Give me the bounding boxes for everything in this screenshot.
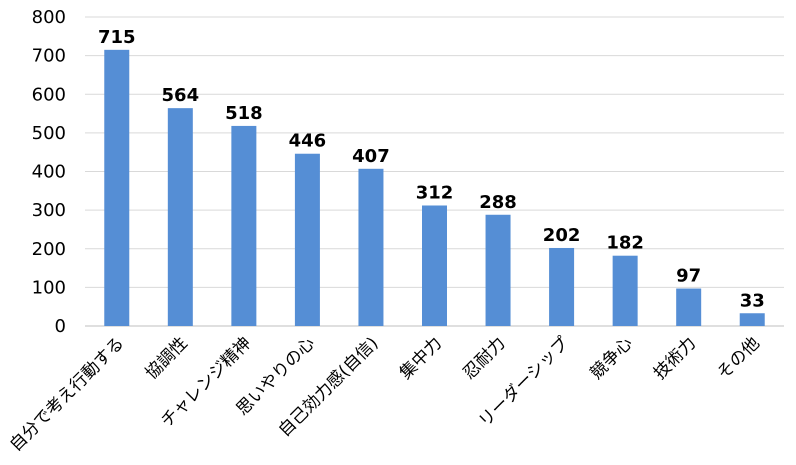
data-label: 715 (98, 27, 136, 48)
data-label: 288 (479, 192, 517, 213)
y-axis-tick-labels: 0 100 200 300 400 500 600 700 800 (32, 7, 66, 337)
bar (358, 168, 384, 326)
category-label: 協調性 (142, 333, 192, 383)
bar (167, 108, 193, 326)
data-label: 407 (352, 146, 390, 167)
data-label: 182 (606, 233, 644, 254)
category-label: 技術力 (650, 333, 700, 383)
category-label: その他 (714, 333, 764, 383)
y-tick-label: 400 (32, 162, 66, 183)
data-label: 518 (225, 103, 263, 124)
data-label: 202 (543, 225, 581, 246)
data-label: 446 (289, 131, 327, 152)
data-label: 97 (676, 266, 701, 287)
category-label: 忍耐力 (459, 333, 509, 383)
bar (612, 255, 638, 326)
y-tick-label: 300 (32, 200, 66, 221)
bar (104, 49, 130, 327)
category-label: 競争心 (586, 333, 636, 383)
y-tick-label: 0 (55, 316, 66, 337)
data-label: 564 (162, 85, 200, 106)
data-label: 33 (740, 290, 765, 311)
bar (676, 288, 702, 326)
y-tick-label: 600 (32, 84, 66, 105)
category-label: 集中力 (396, 333, 446, 383)
y-tick-label: 200 (32, 239, 66, 260)
bar (485, 214, 511, 326)
data-label: 312 (416, 182, 454, 203)
data-labels: 715 564 518 446 407 312 288 202 182 97 33 (98, 27, 765, 311)
y-tick-label: 100 (32, 277, 66, 298)
y-tick-label: 700 (32, 46, 66, 67)
bar (739, 313, 765, 326)
category-label: 自分で考え行動する (6, 333, 128, 455)
bar (549, 247, 575, 326)
bar (231, 125, 257, 326)
y-tick-label: 500 (32, 123, 66, 144)
y-tick-label: 800 (32, 7, 66, 28)
bar (422, 205, 447, 326)
bar (294, 153, 320, 326)
bars (104, 49, 765, 327)
